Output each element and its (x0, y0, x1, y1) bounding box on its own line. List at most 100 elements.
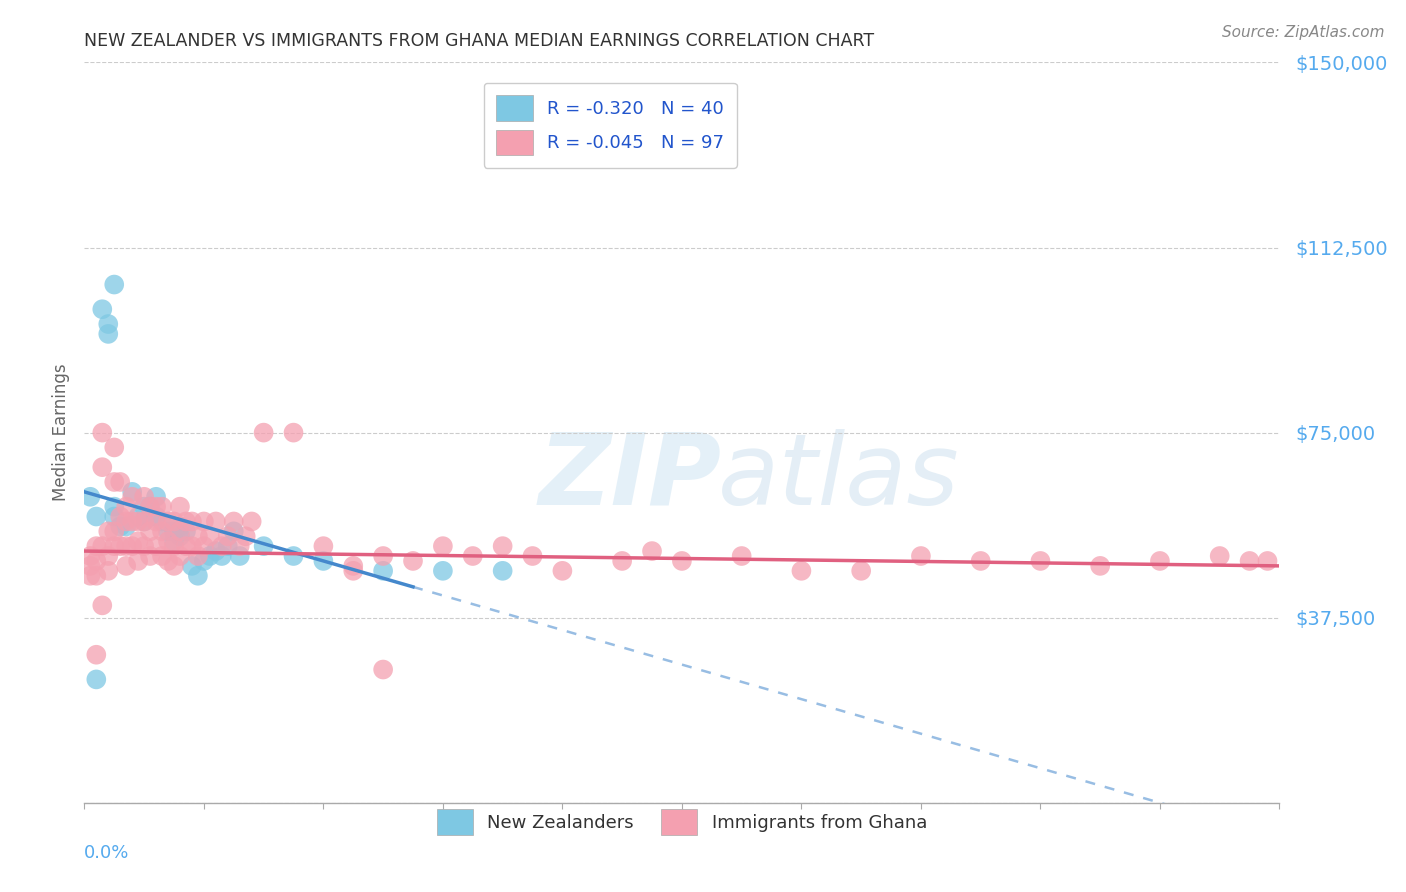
Point (187, 568, 209, 582)
Point (127, 509, 149, 524)
Point (97, 524, 120, 539)
Point (150, 500, 173, 514)
Point (169, 524, 191, 539)
Point (492, 539, 515, 553)
Point (103, 509, 125, 524)
Point (91, 599, 114, 613)
Point (157, 554, 180, 568)
Point (790, 564, 813, 578)
Point (169, 500, 191, 514)
Point (115, 558, 138, 573)
Point (110, 539, 132, 553)
Point (461, 549, 484, 563)
Point (97, 564, 120, 578)
Point (121, 515, 143, 529)
Point (97, 326, 120, 341)
Point (253, 425, 276, 440)
Point (103, 524, 125, 539)
Point (181, 539, 204, 553)
Point (163, 524, 186, 539)
Point (169, 519, 191, 533)
Point (115, 519, 138, 533)
Point (79, 490, 101, 504)
Point (163, 515, 186, 529)
Point (79, 558, 101, 573)
Point (198, 549, 221, 563)
Point (150, 549, 173, 563)
Point (193, 554, 215, 568)
Point (91, 460, 114, 475)
Point (211, 539, 233, 553)
Point (103, 475, 125, 489)
Point (150, 515, 173, 529)
Point (402, 554, 425, 568)
Point (193, 515, 215, 529)
Point (211, 549, 233, 563)
Point (731, 549, 754, 563)
Point (1257, 554, 1279, 568)
Point (217, 539, 239, 553)
Point (312, 554, 335, 568)
Point (240, 515, 263, 529)
Legend: New Zealanders, Immigrants from Ghana: New Zealanders, Immigrants from Ghana (430, 802, 934, 842)
Point (86, 539, 108, 553)
Point (86, 554, 108, 568)
Point (551, 564, 574, 578)
Point (312, 539, 335, 553)
Point (150, 524, 173, 539)
Point (127, 515, 149, 529)
Point (283, 425, 305, 440)
Point (127, 534, 149, 549)
Point (132, 515, 156, 529)
Point (851, 564, 873, 578)
Point (132, 500, 156, 514)
Point (970, 554, 993, 568)
Point (157, 534, 180, 549)
Point (181, 515, 204, 529)
Point (103, 500, 125, 514)
Point (145, 539, 167, 553)
Point (1149, 554, 1171, 568)
Point (910, 549, 932, 563)
Point (86, 568, 108, 582)
Point (110, 475, 132, 489)
Point (522, 549, 544, 563)
Point (132, 539, 156, 553)
Text: atlas: atlas (718, 428, 959, 525)
Text: Source: ZipAtlas.com: Source: ZipAtlas.com (1222, 25, 1385, 40)
Point (432, 564, 454, 578)
Point (174, 515, 197, 529)
Point (235, 529, 257, 543)
Point (492, 564, 515, 578)
Point (115, 539, 138, 553)
Point (187, 549, 209, 563)
Point (193, 539, 215, 553)
Point (115, 500, 138, 514)
Point (373, 549, 395, 563)
Point (157, 524, 180, 539)
Point (91, 425, 114, 440)
Point (145, 490, 167, 504)
Point (86, 648, 108, 662)
Point (373, 564, 395, 578)
Text: NEW ZEALANDER VS IMMIGRANTS FROM GHANA MEDIAN EARNINGS CORRELATION CHART: NEW ZEALANDER VS IMMIGRANTS FROM GHANA M… (84, 32, 875, 50)
Point (110, 519, 132, 533)
Point (174, 539, 197, 553)
Point (342, 558, 364, 573)
Point (157, 515, 180, 529)
Point (181, 558, 204, 573)
Point (86, 673, 108, 687)
Point (612, 554, 634, 568)
Point (132, 490, 156, 504)
Point (139, 549, 162, 563)
Point (1239, 554, 1261, 568)
Point (641, 544, 664, 558)
Y-axis label: Median Earnings: Median Earnings (52, 364, 70, 501)
Point (127, 554, 149, 568)
Point (187, 529, 209, 543)
Point (79, 549, 101, 563)
Point (145, 515, 167, 529)
Point (97, 549, 120, 563)
Point (145, 509, 167, 524)
Point (132, 515, 156, 529)
